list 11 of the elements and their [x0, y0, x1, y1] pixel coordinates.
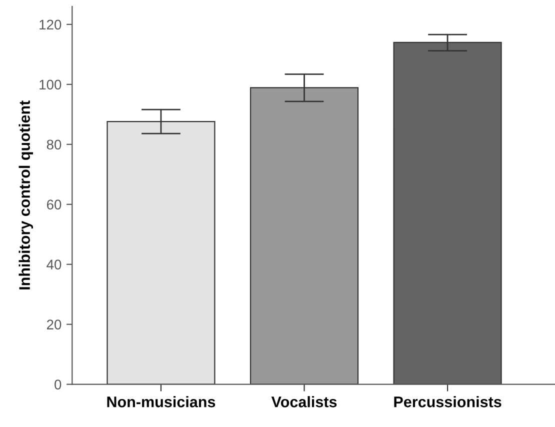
x-tick-label: Vocalists [271, 396, 337, 408]
x-tick-label: Percussionists [394, 396, 502, 408]
y-tick-label: 60 [46, 200, 62, 210]
x-tick-label: Non-musicians [107, 396, 216, 408]
y-tick-label: 40 [46, 260, 62, 270]
y-tick-label: 20 [46, 320, 62, 330]
y-axis-title: Inhibitory control quotient [18, 100, 34, 290]
y-tick-label: 120 [40, 20, 62, 30]
y-tick-label: 100 [40, 80, 62, 90]
y-tick-label: 0 [54, 380, 62, 390]
y-tick-label: 80 [46, 140, 62, 150]
